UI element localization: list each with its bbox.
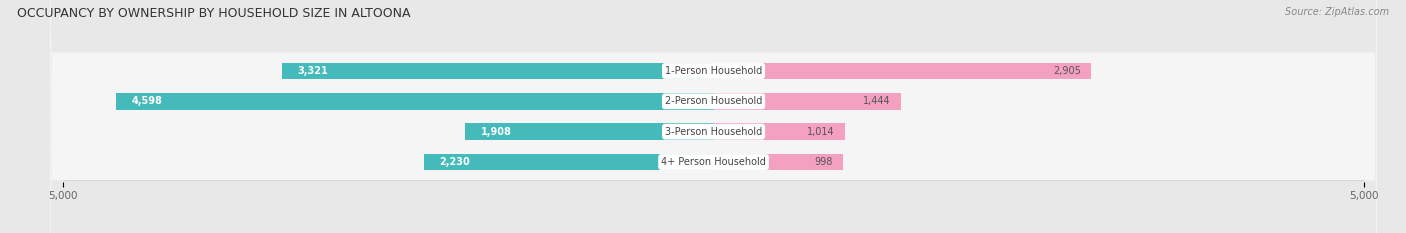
- Text: OCCUPANCY BY OWNERSHIP BY HOUSEHOLD SIZE IN ALTOONA: OCCUPANCY BY OWNERSHIP BY HOUSEHOLD SIZE…: [17, 7, 411, 20]
- Bar: [281, 63, 713, 79]
- Text: 1,908: 1,908: [481, 127, 512, 137]
- Bar: [713, 93, 901, 110]
- Text: 2-Person Household: 2-Person Household: [665, 96, 762, 106]
- FancyBboxPatch shape: [51, 0, 1376, 233]
- Text: 998: 998: [814, 157, 832, 167]
- Text: Source: ZipAtlas.com: Source: ZipAtlas.com: [1285, 7, 1389, 17]
- Bar: [423, 154, 713, 170]
- Text: 2,905: 2,905: [1053, 66, 1081, 76]
- Text: 1,014: 1,014: [807, 127, 835, 137]
- Text: 1,444: 1,444: [863, 96, 891, 106]
- Text: 4+ Person Household: 4+ Person Household: [661, 157, 766, 167]
- Text: 3-Person Household: 3-Person Household: [665, 127, 762, 137]
- FancyBboxPatch shape: [51, 0, 1376, 233]
- FancyBboxPatch shape: [51, 0, 1376, 233]
- Bar: [115, 93, 713, 110]
- Text: 4,598: 4,598: [131, 96, 162, 106]
- Bar: [713, 123, 845, 140]
- Text: 3,321: 3,321: [297, 66, 328, 76]
- Bar: [713, 154, 844, 170]
- Bar: [713, 63, 1091, 79]
- Text: 2,230: 2,230: [439, 157, 470, 167]
- Bar: [465, 123, 713, 140]
- Text: 1-Person Household: 1-Person Household: [665, 66, 762, 76]
- FancyBboxPatch shape: [51, 0, 1376, 233]
